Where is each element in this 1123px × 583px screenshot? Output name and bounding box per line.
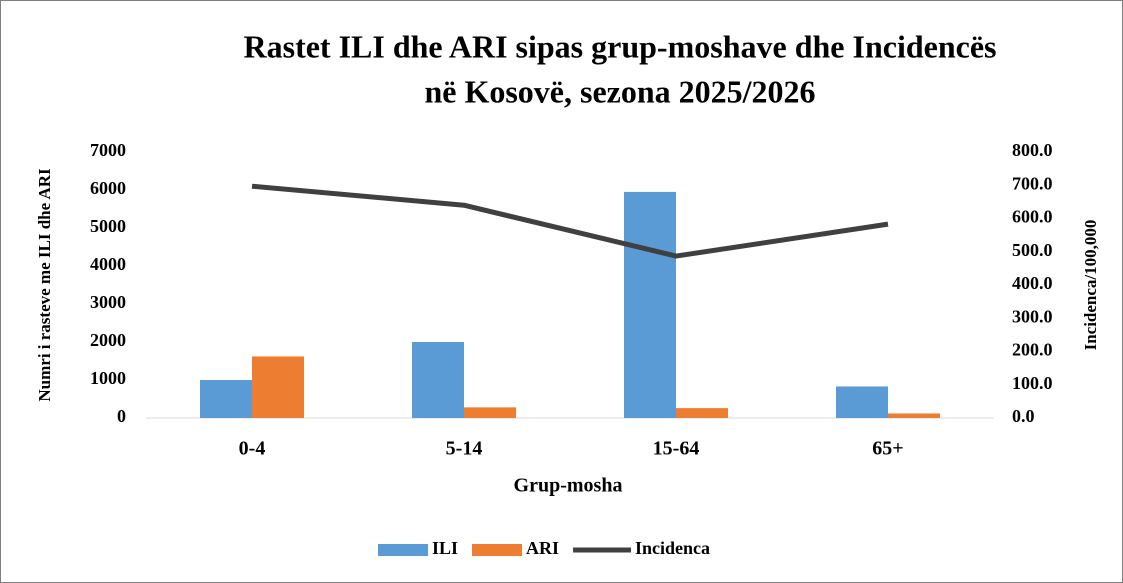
x-tick-label: 5-14 xyxy=(446,438,483,460)
y2-tick-label: 800.0 xyxy=(1012,140,1053,160)
legend-swatch xyxy=(378,544,428,556)
y2-tick-label: 600.0 xyxy=(1012,207,1053,227)
bar xyxy=(888,413,940,418)
legend-label: ILI xyxy=(432,538,458,558)
x-tick-label: 65+ xyxy=(872,438,903,460)
chart-title: Rastet ILI dhe ARI sipas grup-moshave dh… xyxy=(244,28,997,64)
y-tick-label: 6000 xyxy=(90,178,126,198)
line xyxy=(251,183,889,259)
y2-tick-label: 500.0 xyxy=(1012,240,1053,260)
y-tick-label: 7000 xyxy=(90,140,126,160)
x-axis-title: Grup-mosha xyxy=(514,475,623,497)
y2-tick-label: 0.0 xyxy=(1012,406,1035,426)
chart-subtitle: në Kosovë, sezona 2025/2026 xyxy=(424,73,815,109)
y-tick-label: 3000 xyxy=(90,292,126,312)
y-tick-label: 4000 xyxy=(90,254,126,274)
bar xyxy=(676,408,728,418)
bar xyxy=(464,407,516,418)
bar xyxy=(252,356,304,418)
bar xyxy=(412,342,464,418)
legend-label: Incidenca xyxy=(635,538,710,558)
y2-tick-label: 100.0 xyxy=(1012,373,1053,393)
y-tick-label: 0 xyxy=(117,406,126,426)
y-tick-label: 5000 xyxy=(90,216,126,236)
bar xyxy=(836,386,888,418)
y-tick-label: 1000 xyxy=(90,368,126,388)
x-tick-label: 0-4 xyxy=(239,438,266,460)
y2-tick-label: 700.0 xyxy=(1012,173,1053,193)
y2-tick-label: 300.0 xyxy=(1012,306,1053,326)
bar xyxy=(200,380,252,418)
y2-tick-label: 400.0 xyxy=(1012,273,1053,293)
legend-swatch xyxy=(472,544,523,556)
bar xyxy=(624,191,676,418)
y-axis-title: Numri i rasteve me ILI dhe ARI xyxy=(35,168,54,402)
y-tick-label: 2000 xyxy=(90,330,126,350)
legend-label: ARI xyxy=(526,538,559,558)
y2-axis-title: Incidenca/100,000 xyxy=(1081,220,1100,351)
y2-tick-label: 200.0 xyxy=(1012,340,1053,360)
x-tick-label: 15-64 xyxy=(653,438,700,460)
